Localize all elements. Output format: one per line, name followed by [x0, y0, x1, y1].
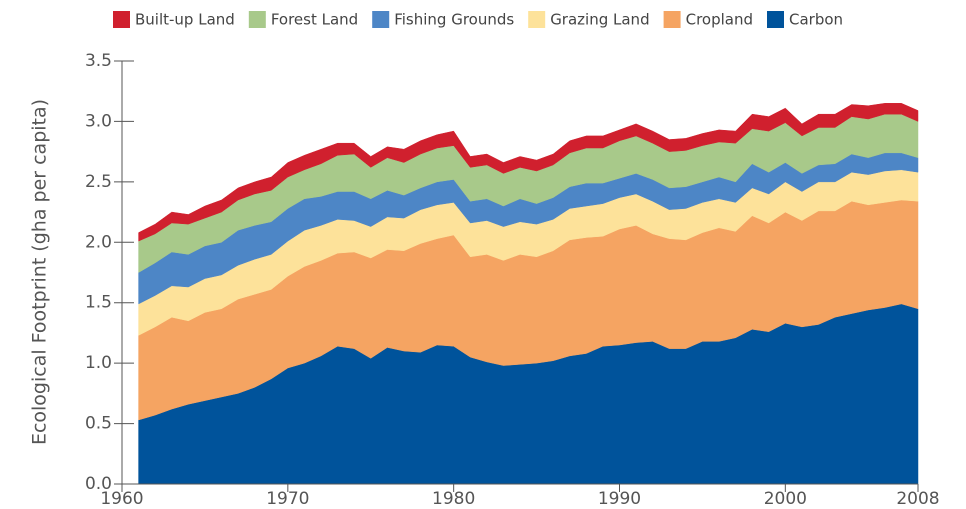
area: [138, 103, 919, 242]
legend-label: Grazing Land: [550, 11, 649, 29]
x-tick-label: 1960: [100, 489, 143, 509]
y-tick-label: 2.5: [85, 172, 112, 192]
y-tick-label: 3.0: [85, 111, 112, 131]
legend-swatch: [372, 11, 390, 28]
legend-swatch: [113, 11, 130, 28]
y-tick-label: 2.0: [85, 232, 112, 252]
legend-swatch: [248, 11, 266, 28]
y-tick-label: 0.0: [85, 474, 112, 494]
y-tick-label: 0.5: [85, 414, 112, 434]
legend-swatch: [767, 11, 784, 28]
x-tick-label: 1980: [432, 489, 475, 509]
legend-label: Cropland: [686, 11, 753, 29]
y-tick-label: 3.5: [85, 51, 112, 71]
y-tick-label: 1.0: [85, 353, 112, 373]
legend-label: Forest Land: [271, 11, 358, 29]
x-tick-label: 1990: [598, 489, 641, 509]
x-tick-label: 1970: [266, 489, 309, 509]
legend-swatch: [528, 11, 546, 28]
legend-label: Fishing Grounds: [394, 11, 514, 29]
legend-swatch: [663, 11, 681, 28]
x-tick-label: 2000: [764, 489, 807, 509]
y-axis-label: Ecological Footprint (gha per capita): [29, 99, 51, 445]
y-tick-label: 1.5: [85, 293, 112, 313]
legend-label: Built-up Land: [135, 11, 235, 29]
x-tick-label: 2008: [896, 489, 939, 509]
legend-label: Carbon: [789, 11, 843, 29]
